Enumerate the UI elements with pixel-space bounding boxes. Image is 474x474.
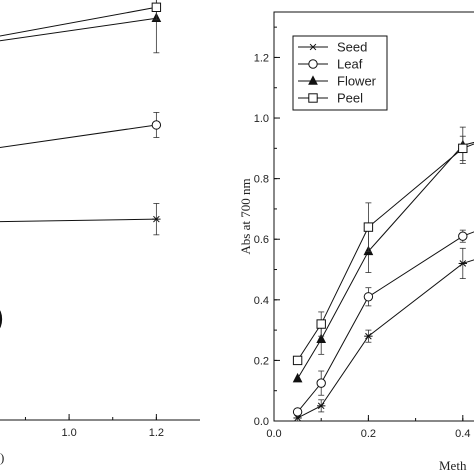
flower-marker [308,75,318,85]
left-x-axis-title: ) [0,450,4,465]
seed-line [0,218,157,223]
right-x-tick-label: 0.2 [361,428,376,440]
right-y-tick-label: 0.6 [254,234,269,246]
seed-marker [458,260,467,267]
seed-marker [152,215,161,223]
right-y-tick-label: 0.2 [254,355,269,367]
leaf-marker [363,292,374,302]
legend-item-leaf: Leaf [298,57,363,72]
flower-marker [292,372,303,383]
left-plot-area [0,0,162,236]
right-panel: 0.0 0.2 0.4 0.0 0.2 0.4 0.6 0.8 1.0 1.2 Abs at 700… [238,11,474,473]
legend-label: Peel [337,91,363,106]
seed-marker [364,332,373,340]
seed-marker [317,402,326,410]
legend-item-seed: Seed [298,40,367,55]
right-y-tick-label: 0.0 [254,416,269,428]
peel-marker [292,355,303,366]
legend-label: Seed [337,40,367,55]
leaf-line [0,124,157,148]
right-y-tick-label: 1.2 [254,52,269,64]
right-x-tick-label: 0.4 [455,428,470,440]
right-y-tick-label: 1.0 [254,113,269,125]
legend-label: Flower [337,74,377,89]
peel-marker [308,93,318,103]
flower-line [0,17,157,42]
seed-marker-stroke [365,332,372,340]
seed-marker-stroke [309,43,317,51]
right-x-axis-title: Meth [439,458,467,473]
peel-marker [363,222,374,232]
left-x-tick-label: 1.0 [61,427,76,439]
left-panel: 1.0 1.2)) [0,0,200,465]
seed-marker-stroke [459,260,467,267]
leaf-marker [308,59,318,69]
right-plot-area [292,126,474,422]
legend-label: Leaf [337,57,363,72]
legend: Seed Leaf Flower Peel [292,35,388,111]
leaf-marker [151,120,162,130]
peel-marker [151,2,162,12]
peel-marker [458,143,468,154]
left-panel-letter: ) [0,301,4,334]
left-x-tick-label: 1.2 [149,427,164,439]
seed-marker-stroke [153,215,160,223]
right-x-tick-label: 0.0 [266,428,281,440]
seed-marker-stroke [317,402,325,410]
flower-marker [316,333,327,343]
right-y-tick-label: 0.8 [254,174,269,186]
leaf-marker [316,378,326,388]
legend-item-peel: Peel [298,91,363,106]
seed-marker [308,43,318,51]
right-plot-frame [273,11,474,422]
peel-marker [316,319,326,329]
leaf-marker [458,231,468,241]
peel-line [0,6,157,37]
leaf-marker [292,407,303,417]
legend-item-flower: Flower [298,74,377,89]
right-y-axis-title: Abs at 700 nm [238,178,253,254]
right-y-tick-label: 0.4 [254,295,269,307]
